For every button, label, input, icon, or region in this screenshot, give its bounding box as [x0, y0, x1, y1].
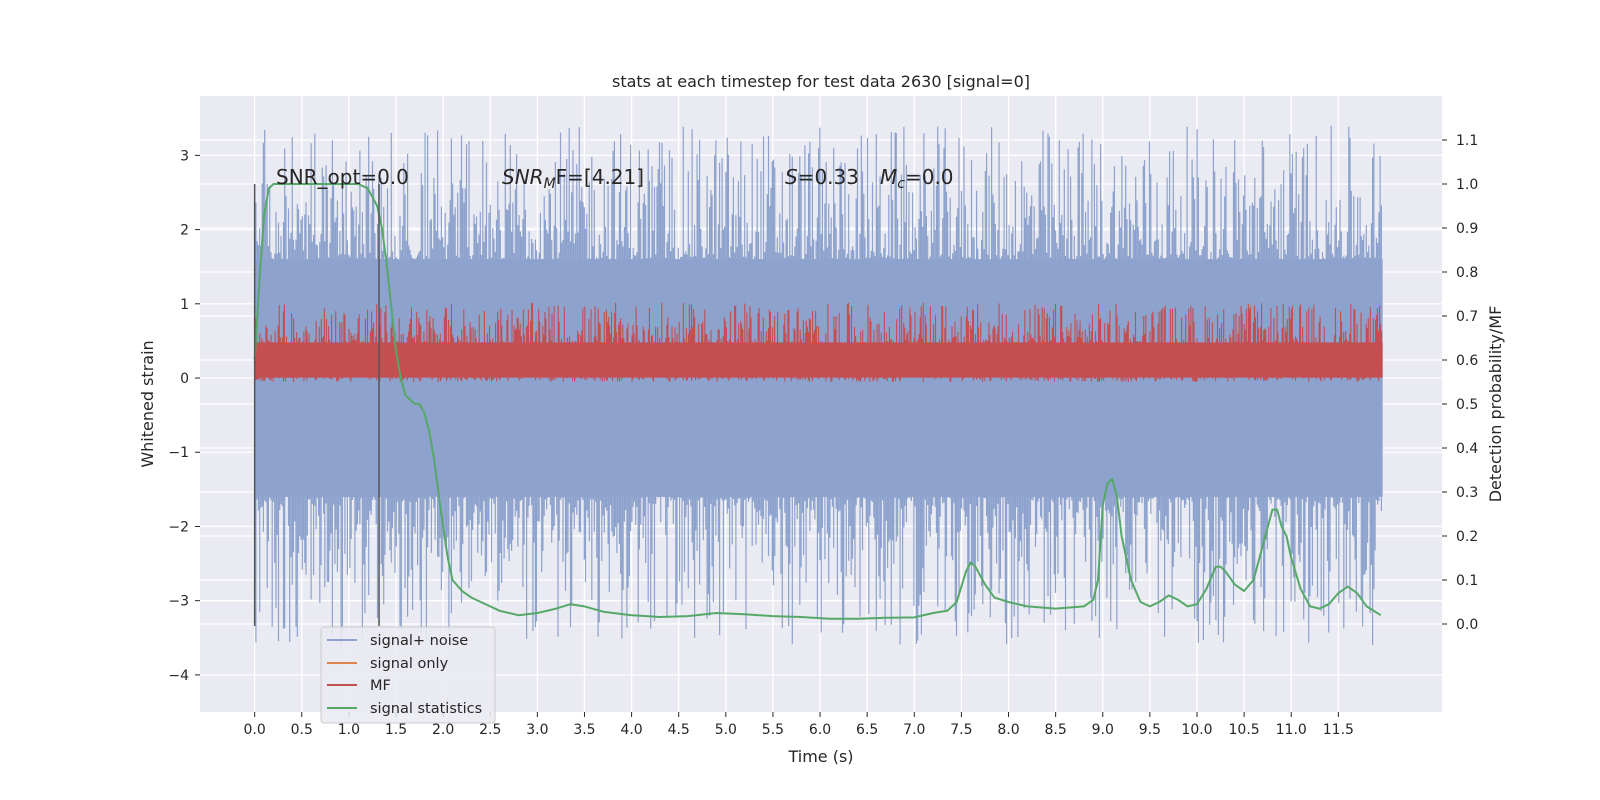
legend-box: [320, 626, 496, 724]
right-y-axis-label: Detection probability/MF: [1486, 306, 1505, 503]
chart-title: stats at each timestep for test data 263…: [612, 72, 1030, 91]
y-right-tick-3: 0.8: [1456, 265, 1478, 281]
y-right-tick-9: 0.2: [1456, 529, 1478, 545]
legend-label-signal-only: signal only: [370, 656, 449, 672]
vertical-markers: [253, 184, 380, 626]
annotation-snr-opt: SNR_opt=0.0: [276, 165, 409, 189]
x-tick-14: 7.0: [903, 722, 925, 738]
legend: signal+ noise signal only MF signal stat…: [320, 626, 496, 724]
x-tick-20: 10.0: [1181, 722, 1212, 738]
x-tick-18: 9.0: [1092, 722, 1114, 738]
x-tick-16: 8.0: [997, 722, 1019, 738]
y-left-tick-5: −2: [168, 519, 189, 535]
x-tick-labels: 0.0 0.5 1.0 1.5 2.0 2.5 3.0 3.5 4.0 4.5 5.0 5.5 6.0 6…: [244, 712, 1354, 738]
x-tick-21: 10.5: [1229, 722, 1260, 738]
x-tick-3: 1.5: [385, 722, 407, 738]
y-left-tick-4: −1: [168, 445, 189, 461]
x-tick-10: 5.0: [715, 722, 737, 738]
x-tick-0: 0.0: [244, 722, 266, 738]
x-tick-2: 1.0: [338, 722, 360, 738]
s-value: =0.33: [798, 165, 859, 189]
y-left-tick-7: −4: [168, 668, 189, 684]
series-signal-statistics: [253, 183, 1382, 620]
series-layer: [253, 125, 1383, 645]
snr-mf-name: SNR: [502, 165, 544, 189]
annotation-snr-mf: SNRMF=[4.21]: [502, 165, 644, 192]
snr-mf-value: F=[4.21]: [556, 165, 644, 189]
x-tick-19: 9.5: [1139, 722, 1161, 738]
left-y-axis-label: Whitened strain: [138, 340, 157, 467]
x-tick-11: 5.5: [762, 722, 784, 738]
y-right-tick-0: 1.1: [1456, 133, 1478, 149]
y-right-tick-1: 1.0: [1456, 177, 1478, 193]
x-tick-9: 4.5: [668, 722, 690, 738]
annotation-s: S=0.33: [785, 165, 859, 189]
y-left-tick-3: 0: [180, 371, 189, 387]
y-right-tick-6: 0.5: [1456, 397, 1478, 413]
x-tick-8: 4.0: [620, 722, 642, 738]
y-left-tick-2: 1: [180, 297, 189, 313]
y-left-tick-1: 2: [180, 223, 189, 239]
x-axis-label: Time (s): [787, 747, 853, 766]
mc-subscript: c: [897, 176, 905, 192]
y-right-tick-2: 0.9: [1456, 221, 1478, 237]
annotation-mc: Mc=0.0: [880, 165, 954, 192]
mc-value: =0.0: [905, 165, 954, 189]
mc-name: M: [880, 165, 897, 189]
x-tick-23: 11.5: [1323, 722, 1354, 738]
x-tick-5: 2.5: [479, 722, 501, 738]
y-right-tick-5: 0.6: [1456, 353, 1478, 369]
x-tick-13: 6.5: [856, 722, 878, 738]
snr-mf-subscript: M: [544, 176, 556, 192]
y-right-tick-10: 0.1: [1456, 573, 1478, 589]
left-y-tick-labels: 3 2 1 0 −1 −2 −3 −4: [168, 148, 200, 684]
x-tick-6: 3.0: [526, 722, 548, 738]
legend-label-signal-statistics: signal statistics: [370, 701, 482, 717]
y-left-tick-6: −3: [168, 594, 189, 610]
y-right-tick-4: 0.7: [1456, 309, 1478, 325]
x-tick-22: 11.0: [1276, 722, 1307, 738]
y-right-tick-11: 0.0: [1456, 617, 1478, 633]
x-tick-15: 7.5: [950, 722, 972, 738]
legend-label-signal-noise: signal+ noise: [370, 633, 468, 649]
x-tick-17: 8.5: [1045, 722, 1067, 738]
y-left-tick-0: 3: [180, 148, 189, 164]
x-tick-12: 6.0: [809, 722, 831, 738]
x-tick-1: 0.5: [291, 722, 313, 738]
s-name: S: [785, 165, 798, 189]
y-right-tick-8: 0.3: [1456, 485, 1478, 501]
right-y-tick-labels: 1.1 1.0 0.9 0.8 0.7 0.6 0.5 0.4 0.3 0.2 0.1 0.0: [1442, 133, 1478, 633]
x-tick-7: 3.5: [573, 722, 595, 738]
x-tick-4: 2.0: [432, 722, 454, 738]
legend-label-mf: MF: [370, 678, 391, 694]
y-right-tick-7: 0.4: [1456, 441, 1478, 457]
